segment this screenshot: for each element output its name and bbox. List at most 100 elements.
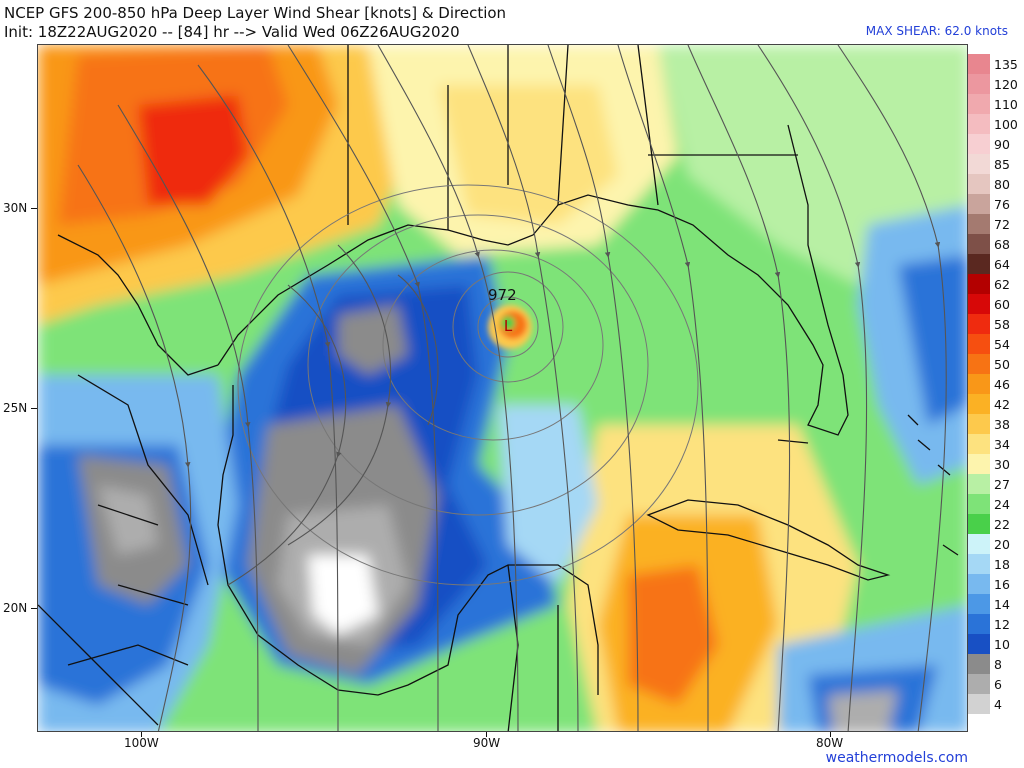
legend-label: 58 [994, 317, 1010, 332]
legend-swatch [968, 474, 990, 494]
max-shear-label: MAX SHEAR: 62.0 knots [865, 24, 1008, 38]
legend-label: 110 [994, 97, 1018, 112]
credit-link[interactable]: weathermodels.com [825, 750, 968, 766]
legend-row: 38 [968, 414, 1024, 434]
legend-label: 22 [994, 517, 1010, 532]
legend-row: 10 [968, 634, 1024, 654]
legend-row: 8 [968, 654, 1024, 674]
lon-label-80w: 80W [816, 736, 844, 750]
legend-swatch [968, 294, 990, 314]
legend-swatch [968, 74, 990, 94]
legend-label: 14 [994, 597, 1010, 612]
storm-pressure-label: 972 [488, 286, 517, 304]
legend-label: 85 [994, 157, 1010, 172]
legend-row: 60 [968, 294, 1024, 314]
legend-row: 80 [968, 174, 1024, 194]
legend-swatch [968, 214, 990, 234]
streamlines [77, 45, 947, 731]
legend-row: 30 [968, 454, 1024, 474]
legend-label: 30 [994, 457, 1010, 472]
legend-row: 62 [968, 274, 1024, 294]
lat-label-30n: 30N [3, 201, 28, 215]
legend-label: 60 [994, 297, 1010, 312]
legend-swatch [968, 174, 990, 194]
legend-row: 76 [968, 194, 1024, 214]
legend-row: 14 [968, 594, 1024, 614]
legend-swatch [968, 574, 990, 594]
legend-row: 50 [968, 354, 1024, 374]
isobars [237, 184, 699, 586]
legend-label: 38 [994, 417, 1010, 432]
legend-swatch [968, 534, 990, 554]
legend-row: 4 [968, 694, 1024, 714]
color-legend: 135 120 110 100 90 85 80 76 72 68 64 62 60 58 54 50 46 42… [968, 44, 1024, 732]
legend-label: 54 [994, 337, 1010, 352]
legend-label: 42 [994, 397, 1010, 412]
legend-swatch [968, 154, 990, 174]
storm-core [488, 305, 532, 349]
legend-swatch [968, 254, 990, 274]
legend-row: 90 [968, 134, 1024, 154]
legend-label: 8 [994, 657, 1002, 672]
legend-label: 10 [994, 637, 1010, 652]
lat-tick-25n [31, 408, 37, 409]
legend-label: 76 [994, 197, 1010, 212]
lon-label-100w: 100W [124, 736, 159, 750]
legend-row: 42 [968, 394, 1024, 414]
legend-swatch [968, 514, 990, 534]
legend-swatch [968, 554, 990, 574]
storm-low-marker: L [504, 317, 513, 335]
legend-row: 135 [968, 54, 1024, 74]
legend-label: 62 [994, 277, 1010, 292]
legend-swatch [968, 314, 990, 334]
legend-label: 120 [994, 77, 1018, 92]
legend-swatch [968, 454, 990, 474]
legend-row: 6 [968, 674, 1024, 694]
legend-swatch [968, 374, 990, 394]
legend-label: 135 [994, 57, 1018, 72]
shear-map-canvas: L [38, 45, 967, 731]
legend-label: 6 [994, 677, 1002, 692]
legend-label: 90 [994, 137, 1010, 152]
legend-label: 24 [994, 497, 1010, 512]
legend-row: 85 [968, 154, 1024, 174]
lat-label-20n: 20N [3, 601, 28, 615]
shear-map[interactable]: L [37, 44, 968, 732]
legend-row: 68 [968, 234, 1024, 254]
legend-label: 34 [994, 437, 1010, 452]
legend-swatch [968, 334, 990, 354]
legend-label: 46 [994, 377, 1010, 392]
legend-swatch [968, 654, 990, 674]
legend-row: 18 [968, 554, 1024, 574]
legend-label: 50 [994, 357, 1010, 372]
legend-swatch [968, 614, 990, 634]
legend-label: 16 [994, 577, 1010, 592]
legend-row: 64 [968, 254, 1024, 274]
legend-swatch [968, 134, 990, 154]
lon-tick-80w [830, 732, 831, 737]
init-valid-line: Init: 18Z22AUG2020 -- [84] hr --> Valid … [4, 23, 460, 41]
legend-label: 4 [994, 697, 1002, 712]
legend-swatch [968, 674, 990, 694]
legend-row: 72 [968, 214, 1024, 234]
legend-row: 12 [968, 614, 1024, 634]
legend-swatch [968, 634, 990, 654]
legend-row: 16 [968, 574, 1024, 594]
legend-label: 27 [994, 477, 1010, 492]
coastlines [38, 45, 959, 731]
lat-label-25n: 25N [3, 401, 28, 415]
legend-swatch [968, 414, 990, 434]
legend-swatch [968, 494, 990, 514]
legend-swatch [968, 54, 990, 74]
legend-swatch [968, 234, 990, 254]
legend-swatch [968, 194, 990, 214]
legend-swatch [968, 394, 990, 414]
lat-tick-30n [31, 208, 37, 209]
legend-row: 34 [968, 434, 1024, 454]
legend-row: 24 [968, 494, 1024, 514]
legend-label: 80 [994, 177, 1010, 192]
legend-swatch [968, 94, 990, 114]
legend-swatch [968, 274, 990, 294]
chart-title: NCEP GFS 200-850 hPa Deep Layer Wind She… [4, 4, 507, 22]
legend-label: 100 [994, 117, 1018, 132]
